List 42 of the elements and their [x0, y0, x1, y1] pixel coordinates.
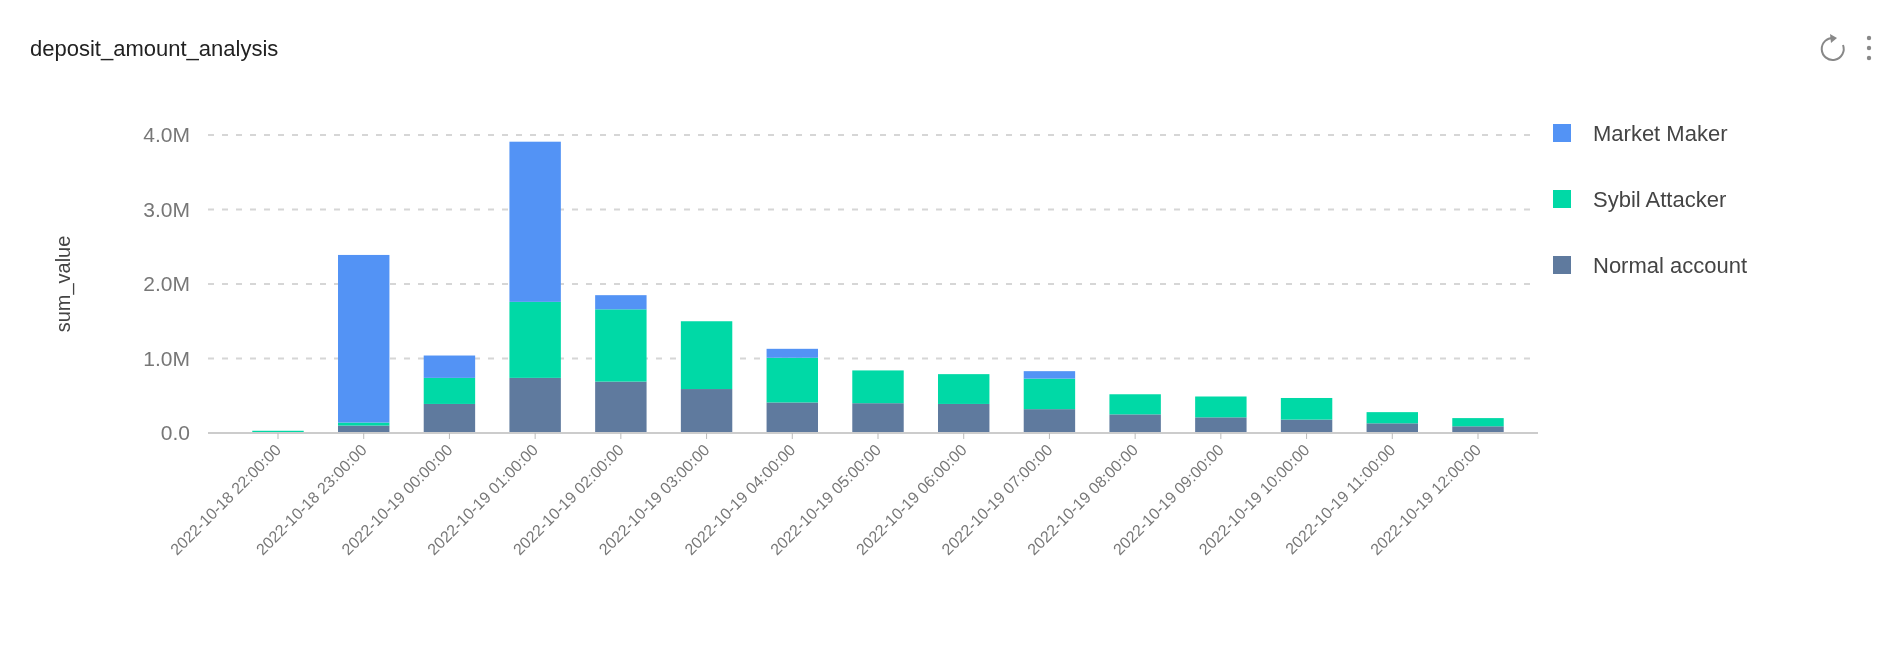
- bar: [1195, 417, 1247, 433]
- bar: [1280, 397, 1333, 420]
- bar: [595, 309, 647, 382]
- bar: [423, 403, 476, 433]
- bar: [338, 422, 390, 426]
- bar: [1023, 371, 1076, 379]
- bar: [1109, 394, 1161, 415]
- chart-title: deposit_amount_analysis: [30, 36, 279, 61]
- legend-label: Market Maker: [1593, 120, 1728, 146]
- bar: [938, 374, 990, 404]
- bar: [509, 141, 561, 302]
- bar: [595, 381, 647, 433]
- bar: [938, 403, 990, 433]
- y-tick-label: 4.0M: [143, 123, 190, 147]
- bar: [1366, 412, 1418, 424]
- y-tick-label: 2.0M: [143, 272, 190, 296]
- y-tick-label: 3.0M: [143, 197, 190, 221]
- bar: [1452, 426, 1504, 433]
- legend-label: Sybil Attacker: [1593, 186, 1727, 212]
- bar: [509, 301, 561, 378]
- bar: [423, 377, 476, 404]
- bar: [766, 348, 818, 358]
- bar: [1109, 414, 1161, 433]
- bar: [338, 254, 390, 423]
- bar: [1366, 423, 1418, 433]
- bar: [1023, 409, 1076, 433]
- y-tick-label: 0.0: [160, 421, 190, 445]
- bar: [680, 389, 733, 433]
- bar: [1023, 378, 1076, 410]
- bar: [680, 321, 733, 390]
- bar: [1195, 396, 1247, 418]
- bar: [852, 403, 904, 433]
- bar: [766, 402, 818, 433]
- bar: [766, 357, 818, 403]
- y-axis-title: sum_value: [52, 235, 75, 333]
- bar: [852, 370, 904, 404]
- y-tick-label: 1.0M: [143, 346, 190, 370]
- bar: [509, 377, 561, 433]
- bar: [1452, 418, 1504, 427]
- bar: [595, 295, 647, 310]
- legend-label: Normal account: [1593, 252, 1748, 278]
- bar: [423, 355, 476, 378]
